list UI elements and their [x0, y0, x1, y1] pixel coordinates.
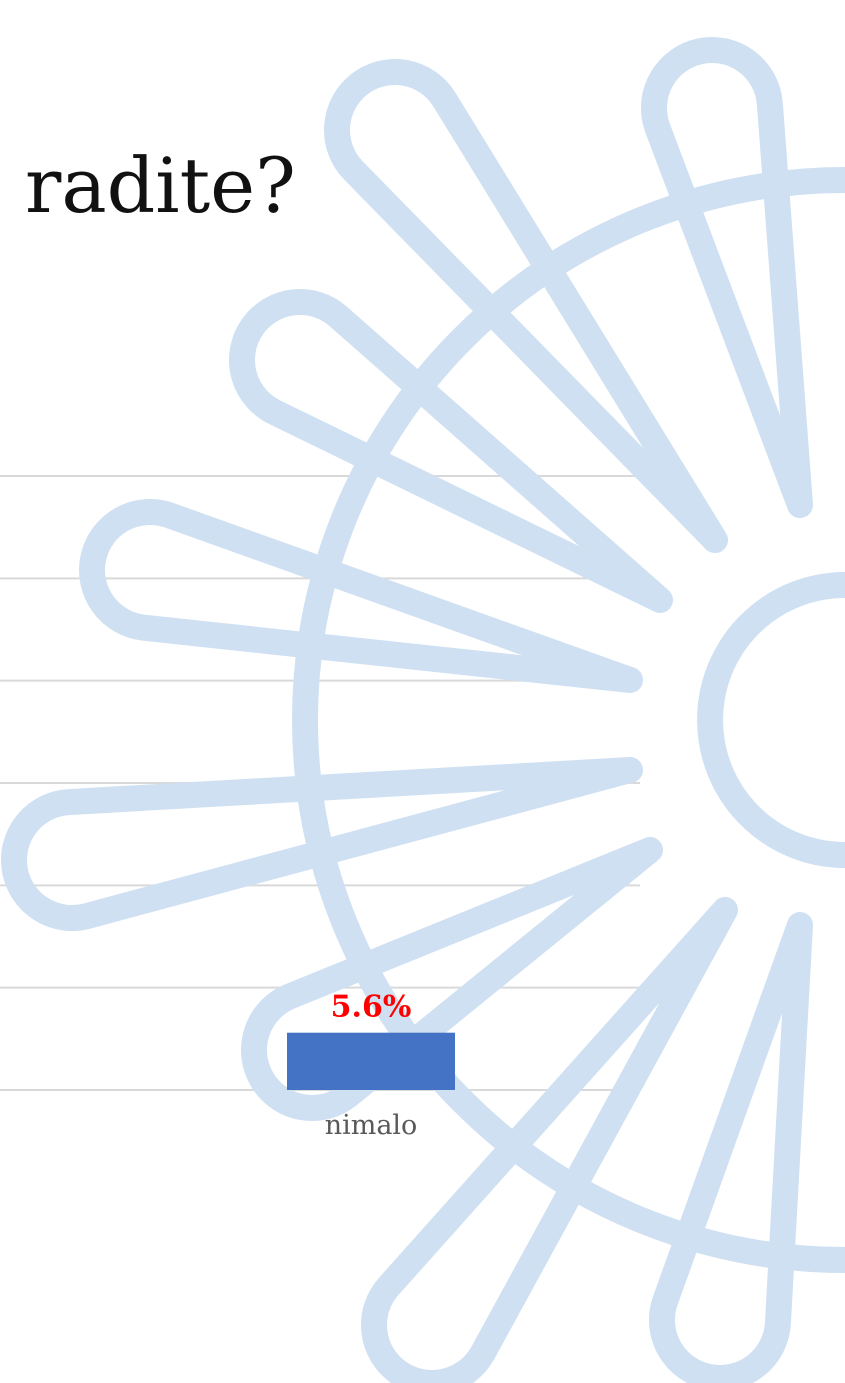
- petal: [79, 499, 643, 693]
- petal: [241, 837, 663, 1121]
- petal: [1, 757, 643, 931]
- arc: [697, 572, 845, 868]
- decoration: [1, 37, 845, 1383]
- petal: [361, 897, 738, 1383]
- data-label: 5.6%: [331, 990, 412, 1025]
- bar: [287, 1032, 455, 1090]
- petal: [324, 59, 728, 553]
- chart-title: radite?: [25, 141, 296, 230]
- x-tick-label: nimalo: [325, 1110, 418, 1141]
- arc: [292, 167, 845, 1273]
- plot: 5.6% nimalo: [287, 990, 455, 1141]
- petal: [229, 289, 673, 613]
- petal: [641, 37, 813, 518]
- petal: [649, 912, 813, 1383]
